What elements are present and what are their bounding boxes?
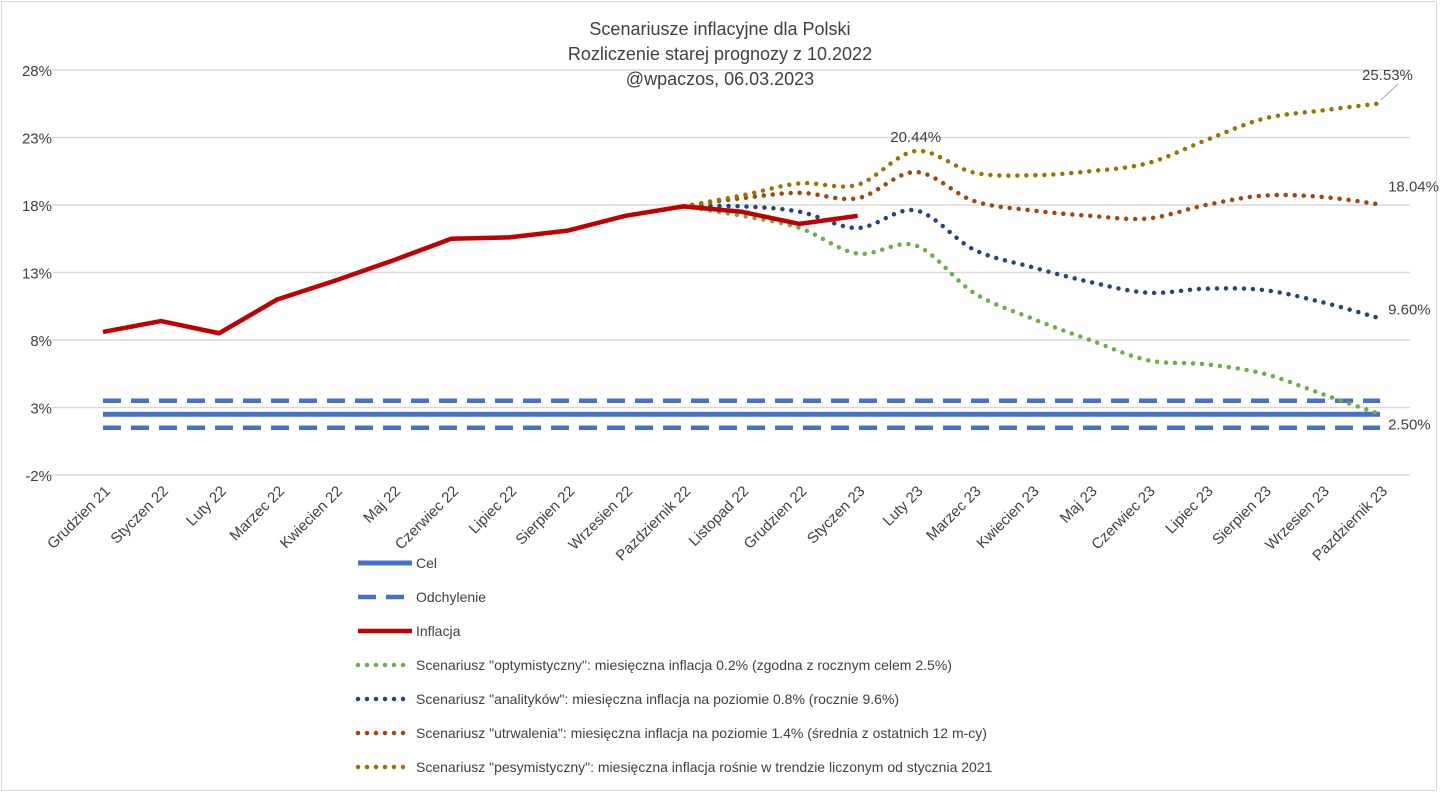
data-label: 18.04% xyxy=(1388,178,1439,195)
legend-label-5: Scenariusz "analityków": miesięczna infl… xyxy=(416,691,899,707)
series-line-5 xyxy=(681,203,1383,321)
y-tick-label: 3% xyxy=(30,401,52,418)
data-label: 25.53% xyxy=(1362,67,1413,84)
leader-line xyxy=(1380,83,1399,101)
x-tick-label: Luty 22 xyxy=(183,483,230,530)
y-tick-label: 28% xyxy=(22,63,52,80)
chart-title-line-1: Rozliczenie starej prognozy z 10.2022 xyxy=(568,44,872,64)
y-tick-label: 13% xyxy=(22,266,52,283)
y-tick-label: -2% xyxy=(25,468,52,485)
x-tick-label: Maj 22 xyxy=(360,483,404,527)
x-tick-label: Lipiec 23 xyxy=(1162,483,1216,537)
chart-title-line-2: @wpaczos, 06.03.2023 xyxy=(626,69,814,89)
series-line-4 xyxy=(681,204,1383,417)
data-label: 9.60% xyxy=(1388,301,1431,318)
x-tick-label: Grudzien 22 xyxy=(741,483,811,553)
data-label: 2.50% xyxy=(1388,416,1431,433)
x-tick-label: Marzec 22 xyxy=(226,483,288,545)
x-tick-label: Styczen 23 xyxy=(804,483,869,548)
x-tick-label: Grudzien 21 xyxy=(44,483,114,553)
series-line-7 xyxy=(681,101,1383,209)
chart-title-line-0: Scenariusze inflacyjne dla Polski xyxy=(589,19,850,39)
legend-label-7: Scenariusz "pesymistyczny": miesięczna i… xyxy=(416,759,993,775)
x-tick-label: Maj 23 xyxy=(1057,483,1101,527)
data-label: 20.44% xyxy=(890,129,941,146)
legend-label-0: Cel xyxy=(416,555,437,571)
y-tick-label: 23% xyxy=(22,131,52,148)
x-tick-label: Marzec 23 xyxy=(923,483,985,545)
y-tick-label: 8% xyxy=(30,333,52,350)
x-tick-label: Kwiecien 23 xyxy=(973,483,1042,552)
legend-label-6: Scenariusz "utrwalenia": miesięczna infl… xyxy=(416,725,987,741)
series-line-3 xyxy=(102,204,858,336)
x-tick-label: Luty 23 xyxy=(880,483,927,530)
x-tick-label: Kwiecien 22 xyxy=(277,483,346,552)
legend-label-3: Inflacja xyxy=(416,623,461,639)
x-tick-label: Styczen 22 xyxy=(107,483,172,548)
y-tick-label: 18% xyxy=(22,198,52,215)
legend-label-1: Odchylenie xyxy=(416,589,486,605)
series-line-6 xyxy=(681,169,1383,222)
legend-label-4: Scenariusz "optymistyczny": miesięczna i… xyxy=(416,657,952,673)
x-tick-label: Lipiec 22 xyxy=(466,483,520,537)
